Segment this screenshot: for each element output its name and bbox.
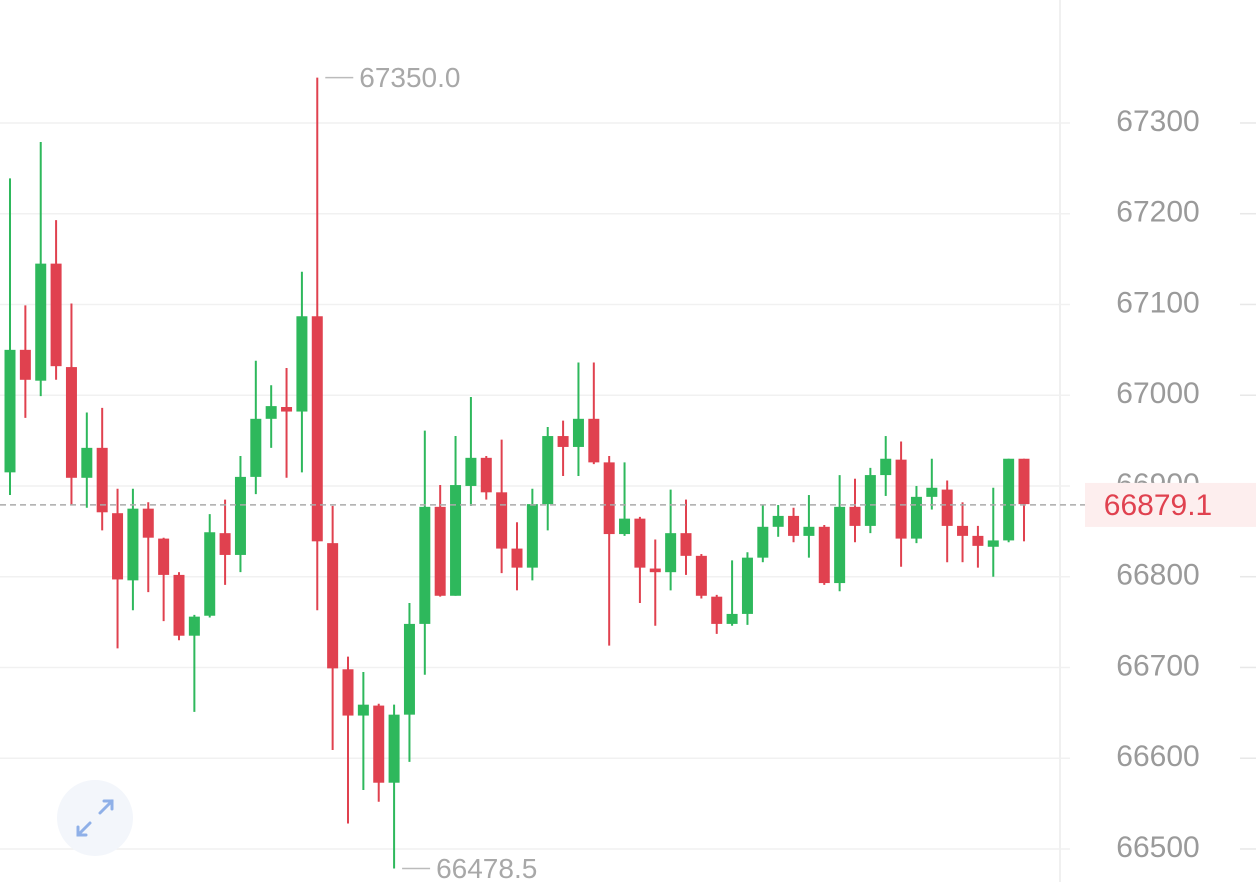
candle-body xyxy=(158,538,170,575)
candle-body xyxy=(680,533,692,556)
candle-body xyxy=(311,316,323,542)
candle-body xyxy=(281,407,293,412)
candle-body xyxy=(711,596,723,624)
y-tick-label: 66800 xyxy=(1116,559,1199,592)
y-tick-label: 66700 xyxy=(1116,649,1199,682)
y-tick-label: 67200 xyxy=(1116,196,1199,229)
candle-body xyxy=(65,367,77,478)
y-tick-label: 66500 xyxy=(1116,831,1199,864)
candle-body xyxy=(895,459,907,539)
candle-body xyxy=(250,418,262,477)
candle-body xyxy=(4,349,16,473)
candle-body xyxy=(834,506,846,584)
candle-body xyxy=(265,406,277,419)
candle-body xyxy=(204,532,216,616)
candle-body xyxy=(665,533,677,573)
candle-body xyxy=(849,506,861,526)
candle-body xyxy=(972,535,984,546)
candle-body xyxy=(81,447,93,478)
candle-body xyxy=(112,513,124,580)
candle-body xyxy=(757,526,769,558)
candle-body xyxy=(327,543,339,669)
candle-body xyxy=(234,476,246,555)
candle-body xyxy=(342,669,354,716)
max-label: 67350.0 xyxy=(359,62,460,93)
last-price-label: 66879.1 xyxy=(1104,489,1212,522)
candle-body xyxy=(434,506,446,596)
candle-body xyxy=(603,462,615,535)
candle-body xyxy=(818,526,830,584)
candle-body xyxy=(465,457,477,486)
candle-body xyxy=(1003,458,1015,541)
candle-body xyxy=(419,506,431,624)
candle-body xyxy=(557,436,569,447)
candle-body xyxy=(188,616,200,636)
candle-body xyxy=(741,557,753,614)
y-tick-label: 67300 xyxy=(1116,105,1199,138)
candle-body xyxy=(542,436,554,505)
candle-body xyxy=(511,548,523,568)
candle-body xyxy=(910,496,922,539)
candle-body xyxy=(803,526,815,536)
candle-body xyxy=(526,504,538,568)
expand-button[interactable] xyxy=(57,780,133,856)
candle-body xyxy=(219,533,231,555)
candle-body xyxy=(19,349,31,380)
candle-body xyxy=(127,508,139,581)
candle-body xyxy=(634,518,646,568)
candle-body xyxy=(987,540,999,547)
candle-body xyxy=(173,574,185,636)
candle-body xyxy=(926,487,938,497)
candle-body xyxy=(35,263,47,381)
candle-body xyxy=(96,447,108,513)
candle-body xyxy=(772,515,784,527)
candle-body xyxy=(480,457,492,493)
candle-body xyxy=(373,705,385,783)
candle-body xyxy=(572,418,584,447)
candle-body xyxy=(864,475,876,526)
y-tick-label: 67000 xyxy=(1116,377,1199,410)
candle-body xyxy=(357,704,369,716)
candle-body xyxy=(403,623,415,715)
y-tick-label: 66600 xyxy=(1116,740,1199,773)
candle-body xyxy=(1018,458,1030,505)
min-label: 66478.5 xyxy=(436,853,537,882)
candle-body xyxy=(726,613,738,624)
candle-body xyxy=(695,555,707,596)
expand-button-bg xyxy=(57,780,133,856)
candle-body xyxy=(50,263,62,367)
candle-body xyxy=(296,316,308,412)
candle-body xyxy=(880,458,892,476)
candle-body xyxy=(957,525,969,536)
last-price-box xyxy=(1085,482,1256,527)
candle-body xyxy=(450,485,462,596)
candle-body xyxy=(142,508,154,538)
candle-body xyxy=(649,568,661,573)
y-tick-label: 67100 xyxy=(1116,286,1199,319)
candle-body xyxy=(619,518,631,535)
candle-body xyxy=(941,489,953,526)
candle-body xyxy=(588,418,600,463)
candle-body xyxy=(788,515,800,536)
candle-body xyxy=(388,714,400,783)
candle-body xyxy=(496,492,508,549)
expand-icon xyxy=(76,799,114,837)
